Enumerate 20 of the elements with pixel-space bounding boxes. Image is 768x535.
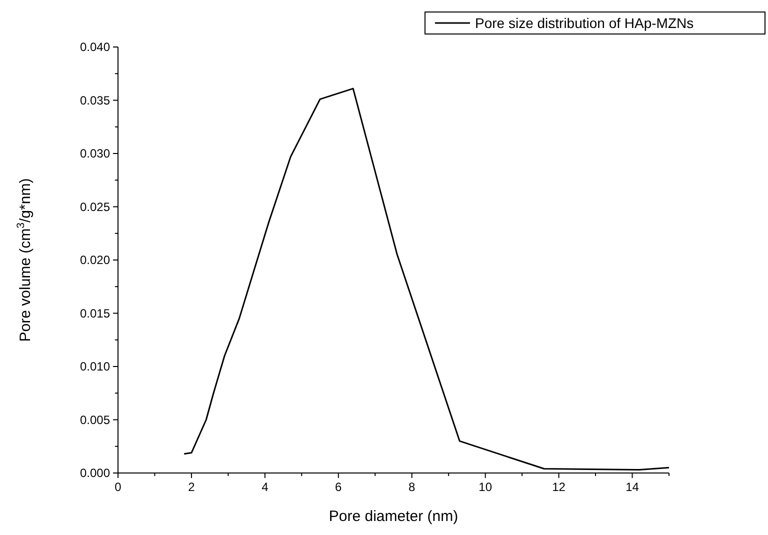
- x-tick-label: 10: [478, 480, 492, 494]
- y-tick-label: 0.010: [80, 360, 110, 374]
- y-tick-label: 0.025: [80, 200, 110, 214]
- x-tick-label: 14: [626, 480, 640, 494]
- x-tick-label: 12: [552, 480, 566, 494]
- y-tick-label: 0.040: [80, 40, 110, 54]
- y-tick-label: 0.030: [80, 146, 110, 161]
- x-tick-label: 0: [114, 480, 122, 494]
- line-series: [183, 88, 670, 471]
- x-tick-label: 4: [262, 480, 269, 494]
- x-tick-label: 6: [335, 480, 342, 494]
- x-tick-label: 8: [408, 480, 416, 494]
- y-tick-label: 0.020: [80, 253, 110, 268]
- y-tick-label: 0.015: [80, 306, 110, 320]
- legend-label: Pore size distribution of HAp-MZNs: [475, 14, 694, 31]
- x-tick-label: 2: [188, 480, 196, 494]
- y-tick-label: 0.005: [80, 412, 110, 427]
- y-tick-label: 0.000: [80, 466, 110, 480]
- y-tick-label: 0.035: [80, 93, 110, 108]
- x-axis-title: Pore diameter (nm): [328, 508, 458, 525]
